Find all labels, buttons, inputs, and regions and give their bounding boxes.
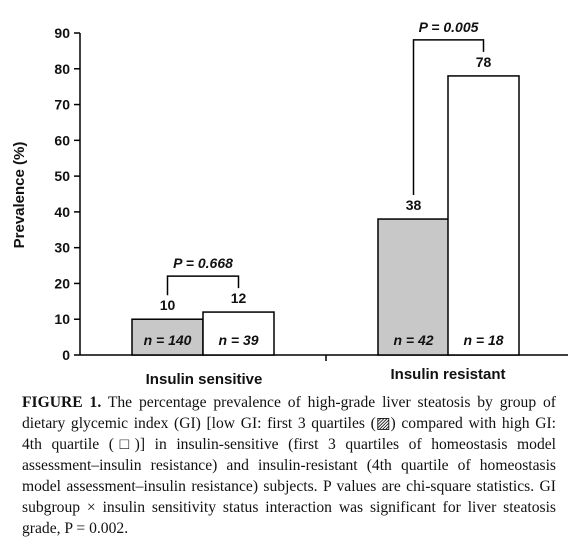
bar-value-label: 78 <box>476 54 492 70</box>
y-tick-label: 20 <box>54 275 70 291</box>
bar-group: 38 n = 42 78 n = 18 P = 0.005 Insulin resista… <box>377 19 520 383</box>
bar-chart: 0 10 20 30 40 50 60 70 80 90 10 n = 140 12 n = 39 P =… <box>11 19 568 388</box>
bar-n-label: n = 39 <box>218 332 258 348</box>
y-tick-label: 10 <box>54 311 70 327</box>
category-label: Insulin resistant <box>390 366 505 383</box>
y-tick-label: 80 <box>54 61 70 77</box>
y-tick-label: 40 <box>54 204 70 220</box>
y-tick-label: 0 <box>62 347 70 363</box>
bar <box>131 318 204 356</box>
significance-bracket <box>166 275 240 296</box>
bar-value-label: 38 <box>406 197 422 213</box>
bar-n-label: n = 18 <box>463 332 503 348</box>
bar <box>447 75 520 356</box>
chart: 0 10 20 30 40 50 60 70 80 90 10 n = 140 12 n = 39 P =… <box>11 19 568 388</box>
bar <box>377 218 450 356</box>
bar-value-label: 12 <box>231 290 247 306</box>
chart-axes: 0 10 20 30 40 50 60 70 80 90 <box>54 25 568 363</box>
caption-text: The percentage prevalence of high-grade … <box>22 394 556 537</box>
p-value-label: P = 0.668 <box>173 255 233 271</box>
y-tick-label: 70 <box>54 97 70 113</box>
y-axis-label: Prevalence (%) <box>11 142 28 249</box>
bar-n-label: n = 140 <box>144 332 192 348</box>
bar-value-label: 10 <box>160 297 176 313</box>
caption-label: FIGURE 1. <box>22 394 102 411</box>
y-tick-label: 50 <box>54 168 70 184</box>
figure-caption: FIGURE 1. The percentage prevalence of h… <box>22 392 556 539</box>
significance-bracket <box>412 39 485 196</box>
chart-bars: 10 n = 140 12 n = 39 P = 0.668 Insulin sensit… <box>131 19 520 388</box>
p-value-label: P = 0.005 <box>419 19 479 35</box>
y-tick-label: 60 <box>54 132 70 148</box>
bar-n-label: n = 42 <box>393 332 433 348</box>
y-tick-label: 90 <box>54 25 70 41</box>
bar <box>202 311 275 356</box>
bar-group: 10 n = 140 12 n = 39 P = 0.668 Insulin sensit… <box>131 255 275 388</box>
y-tick-label: 30 <box>54 240 70 256</box>
category-label: Insulin sensitive <box>146 371 263 388</box>
